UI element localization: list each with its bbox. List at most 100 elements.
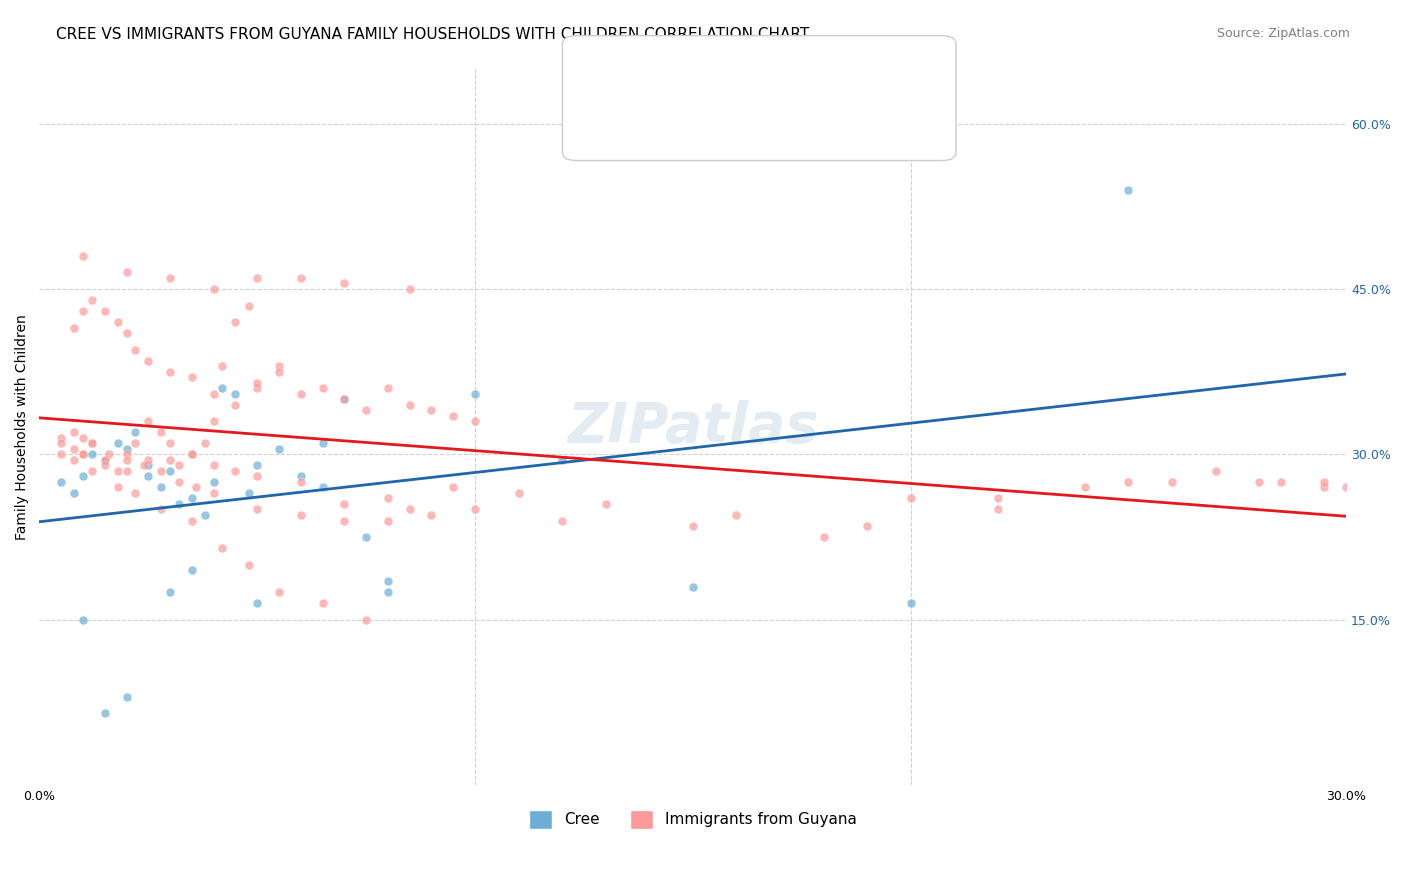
- Point: [856, 519, 879, 533]
- Point: [682, 580, 704, 594]
- Text: ZIPatlas: ZIPatlas: [567, 400, 818, 454]
- Point: [72, 613, 94, 627]
- Point: [124, 343, 146, 357]
- Point: [311, 480, 333, 494]
- Point: [224, 315, 246, 329]
- Point: [1270, 475, 1292, 489]
- Point: [1118, 475, 1140, 489]
- Point: [682, 519, 704, 533]
- Point: [167, 497, 190, 511]
- Point: [595, 497, 617, 511]
- Point: [94, 453, 117, 467]
- Point: [900, 491, 922, 506]
- Point: [159, 436, 181, 450]
- Point: [159, 464, 181, 478]
- Point: [159, 365, 181, 379]
- Point: [1336, 480, 1358, 494]
- Point: [1205, 464, 1227, 478]
- Point: [115, 265, 138, 279]
- Point: [107, 436, 129, 450]
- Point: [80, 447, 103, 461]
- Point: [115, 442, 138, 456]
- Point: [136, 353, 159, 368]
- Point: [107, 315, 129, 329]
- Point: [72, 469, 94, 483]
- Point: [80, 436, 103, 450]
- Y-axis label: Family Households with Children: Family Households with Children: [15, 314, 30, 540]
- Point: [51, 436, 73, 450]
- Point: [290, 508, 312, 522]
- Point: [377, 574, 399, 589]
- Point: [267, 365, 290, 379]
- Point: [551, 453, 574, 467]
- Point: [290, 475, 312, 489]
- Point: [311, 436, 333, 450]
- Point: [115, 326, 138, 340]
- Point: [900, 596, 922, 610]
- Text: CREE VS IMMIGRANTS FROM GUYANA FAMILY HOUSEHOLDS WITH CHILDREN CORRELATION CHART: CREE VS IMMIGRANTS FROM GUYANA FAMILY HO…: [56, 27, 810, 42]
- Point: [136, 469, 159, 483]
- Point: [1249, 475, 1271, 489]
- Point: [150, 464, 173, 478]
- Point: [159, 271, 181, 285]
- Point: [354, 403, 377, 417]
- Point: [115, 447, 138, 461]
- Text: 113: 113: [766, 98, 797, 112]
- Point: [441, 480, 464, 494]
- Point: [180, 447, 202, 461]
- Point: [420, 403, 443, 417]
- Point: [1313, 475, 1336, 489]
- Text: Source: ZipAtlas.com: Source: ZipAtlas.com: [1216, 27, 1350, 40]
- Point: [551, 514, 574, 528]
- Point: [267, 359, 290, 374]
- Point: [80, 464, 103, 478]
- Point: [202, 282, 225, 296]
- Point: [180, 514, 202, 528]
- Point: [333, 277, 356, 291]
- Point: [420, 508, 443, 522]
- Point: [180, 447, 202, 461]
- Point: [150, 502, 173, 516]
- Point: [94, 453, 117, 467]
- Point: [267, 585, 290, 599]
- Point: [246, 458, 269, 473]
- Point: [464, 502, 486, 516]
- Point: [246, 596, 269, 610]
- Point: [1118, 183, 1140, 197]
- Point: [124, 436, 146, 450]
- Point: [63, 453, 86, 467]
- Point: [136, 458, 159, 473]
- Point: [333, 392, 356, 407]
- Point: [202, 486, 225, 500]
- Point: [290, 386, 312, 401]
- Point: [72, 447, 94, 461]
- Point: [354, 530, 377, 544]
- Point: [132, 458, 155, 473]
- Text: 0.280: 0.280: [668, 51, 716, 65]
- Point: [377, 491, 399, 506]
- Text: R =: R =: [633, 98, 666, 112]
- Text: 39: 39: [766, 51, 787, 65]
- Point: [115, 690, 138, 704]
- Point: [186, 480, 208, 494]
- Text: R =: R =: [633, 51, 666, 65]
- Point: [987, 502, 1010, 516]
- Point: [115, 453, 138, 467]
- Point: [72, 447, 94, 461]
- Text: N =: N =: [731, 51, 765, 65]
- Point: [202, 458, 225, 473]
- Point: [202, 414, 225, 428]
- Point: [202, 475, 225, 489]
- Point: [1313, 480, 1336, 494]
- Point: [63, 486, 86, 500]
- Point: [224, 464, 246, 478]
- Point: [202, 386, 225, 401]
- Point: [398, 282, 420, 296]
- Point: [180, 563, 202, 577]
- Point: [377, 381, 399, 395]
- Point: [80, 436, 103, 450]
- Point: [94, 458, 117, 473]
- Point: [180, 370, 202, 384]
- Point: [136, 453, 159, 467]
- Point: [51, 475, 73, 489]
